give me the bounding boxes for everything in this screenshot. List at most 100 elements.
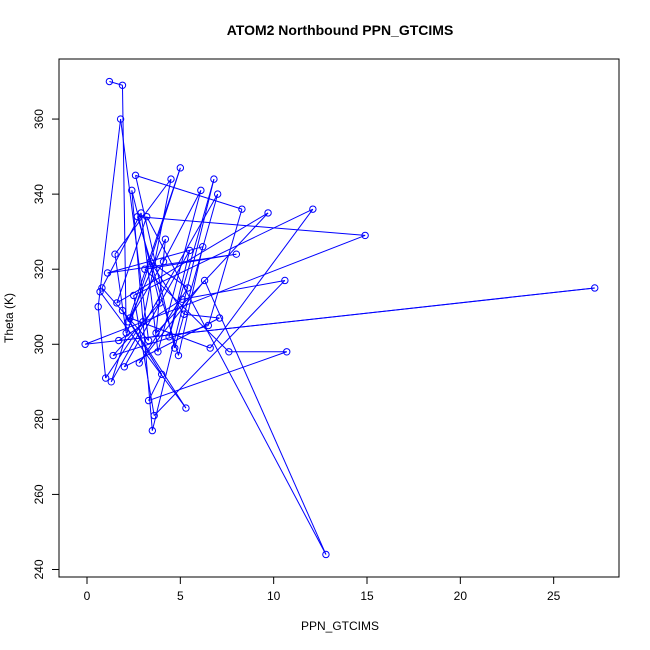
y-tick-label: 240	[32, 559, 46, 579]
data-point	[137, 209, 145, 217]
data-point	[109, 351, 117, 360]
data-point	[139, 318, 147, 326]
series-line-segment	[138, 280, 205, 364]
data-point	[118, 306, 127, 315]
x-tick-label: 20	[454, 589, 468, 603]
y-axis-label: Theta (K)	[2, 293, 16, 343]
data-point	[204, 321, 213, 330]
data-point	[107, 378, 115, 386]
series-line-segment	[153, 280, 286, 416]
data-point	[281, 276, 289, 285]
data-point	[124, 318, 132, 326]
data-point	[98, 284, 106, 292]
data-point	[167, 175, 175, 183]
data-point	[185, 246, 194, 255]
data-point	[94, 303, 102, 311]
series-line-segment	[129, 317, 211, 349]
data-point	[101, 374, 110, 382]
data-point	[309, 205, 317, 213]
data-point	[105, 77, 114, 86]
series-line-segment	[150, 261, 185, 315]
data-point	[238, 205, 246, 213]
data-point	[157, 370, 166, 379]
data-point	[200, 276, 209, 285]
series-line-segment	[137, 216, 366, 236]
data-point	[133, 212, 142, 221]
series-line-segment	[146, 216, 327, 555]
data-point	[232, 250, 241, 258]
x-axis-label: PPN_GTCIMS	[301, 619, 379, 633]
y-tick-label: 280	[32, 409, 46, 429]
data-point	[206, 344, 214, 352]
data-point	[178, 295, 186, 303]
series-line-segment	[122, 310, 187, 409]
data-point	[128, 186, 136, 195]
series-line-segment	[151, 178, 215, 431]
series-line-segment	[168, 250, 191, 337]
y-axis: 240 260 280 300 320 340 360	[32, 109, 60, 580]
series-line-segment	[204, 280, 327, 555]
data-point	[322, 550, 330, 559]
series-line-segment	[135, 174, 243, 210]
data-point	[165, 333, 173, 341]
chart-title: ATOM2 Northbound PPN_GTCIMS	[227, 22, 454, 38]
data-point	[197, 186, 205, 195]
series-line-segment	[174, 193, 219, 349]
data-point	[180, 310, 188, 318]
data-point	[143, 212, 151, 221]
series-line-segment	[184, 313, 220, 319]
series-line-segment	[157, 190, 202, 352]
data-point	[126, 314, 134, 322]
data-point	[148, 426, 157, 435]
series-line-segment	[99, 291, 187, 409]
data-point	[113, 299, 121, 307]
series-line-segment	[155, 239, 166, 334]
data-point	[283, 348, 291, 356]
x-tick-label: 10	[267, 589, 281, 603]
series-line-segment	[155, 212, 269, 334]
series-line-segment	[148, 351, 287, 402]
data-point	[199, 242, 207, 251]
data-point	[184, 284, 192, 292]
series-line-segment	[207, 209, 243, 326]
data-point	[146, 257, 155, 266]
data-point	[213, 190, 222, 198]
x-tick-label: 15	[360, 589, 374, 603]
series-line-segment	[131, 190, 153, 431]
series-line-segment	[136, 216, 179, 356]
data-point	[161, 235, 170, 243]
data-point	[115, 336, 123, 345]
y-tick-label: 340	[32, 184, 46, 204]
series-line-segment	[97, 118, 122, 307]
data-point	[103, 269, 112, 277]
series-line-segment	[112, 325, 209, 357]
data-point	[122, 329, 130, 337]
series-line-segment	[109, 81, 123, 86]
data-point	[135, 359, 143, 367]
data-point	[264, 209, 272, 217]
series-line-segment	[124, 317, 220, 368]
y-tick-label: 360	[32, 109, 46, 129]
data-point	[116, 115, 125, 123]
data-point	[210, 175, 218, 183]
series-line-segment	[182, 279, 285, 300]
data-point	[215, 314, 224, 322]
data-point	[174, 351, 183, 360]
y-tick-label: 300	[32, 334, 46, 354]
series-line-segment	[163, 190, 202, 262]
data-point	[176, 164, 185, 172]
series-line-segment	[110, 167, 181, 382]
series-layer	[81, 77, 599, 559]
series-line-segment	[120, 118, 150, 341]
data-point	[171, 344, 179, 352]
data-point	[96, 288, 104, 296]
series-line-segment	[105, 321, 144, 379]
y-tick-label: 260	[32, 484, 46, 504]
series-line-segment	[116, 212, 269, 304]
series-line-segment	[209, 208, 314, 349]
series-line-segment	[148, 374, 163, 401]
data-point	[225, 348, 233, 356]
data-point	[81, 340, 89, 348]
x-tick-label: 25	[547, 589, 561, 603]
